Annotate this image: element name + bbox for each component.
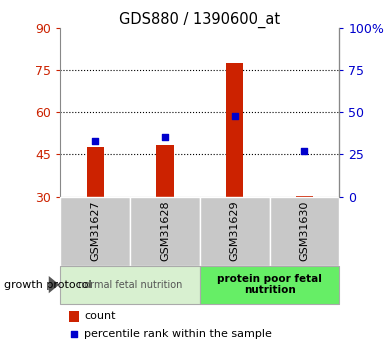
Bar <box>60 197 130 266</box>
Title: GDS880 / 1390600_at: GDS880 / 1390600_at <box>119 11 280 28</box>
Text: GSM31627: GSM31627 <box>90 201 100 262</box>
Bar <box>200 197 269 266</box>
Text: GSM31629: GSM31629 <box>230 201 240 262</box>
Text: growth protocol: growth protocol <box>4 280 92 289</box>
Text: protein poor fetal
nutrition: protein poor fetal nutrition <box>217 274 322 295</box>
Point <box>232 113 238 118</box>
Bar <box>226 63 243 197</box>
Text: GSM31628: GSM31628 <box>160 201 170 262</box>
Bar <box>60 266 200 304</box>
Bar <box>69 311 78 322</box>
Bar <box>296 196 313 197</box>
Point <box>92 138 98 144</box>
Bar <box>269 197 339 266</box>
Bar <box>130 197 200 266</box>
Point <box>71 331 77 336</box>
Text: percentile rank within the sample: percentile rank within the sample <box>84 329 272 338</box>
Point <box>301 148 308 154</box>
Bar <box>156 145 174 197</box>
Bar <box>200 266 339 304</box>
Text: GSM31630: GSM31630 <box>300 201 309 262</box>
Bar <box>87 147 104 197</box>
Text: count: count <box>84 312 116 322</box>
Text: normal fetal nutrition: normal fetal nutrition <box>78 280 183 289</box>
Point <box>162 135 168 140</box>
